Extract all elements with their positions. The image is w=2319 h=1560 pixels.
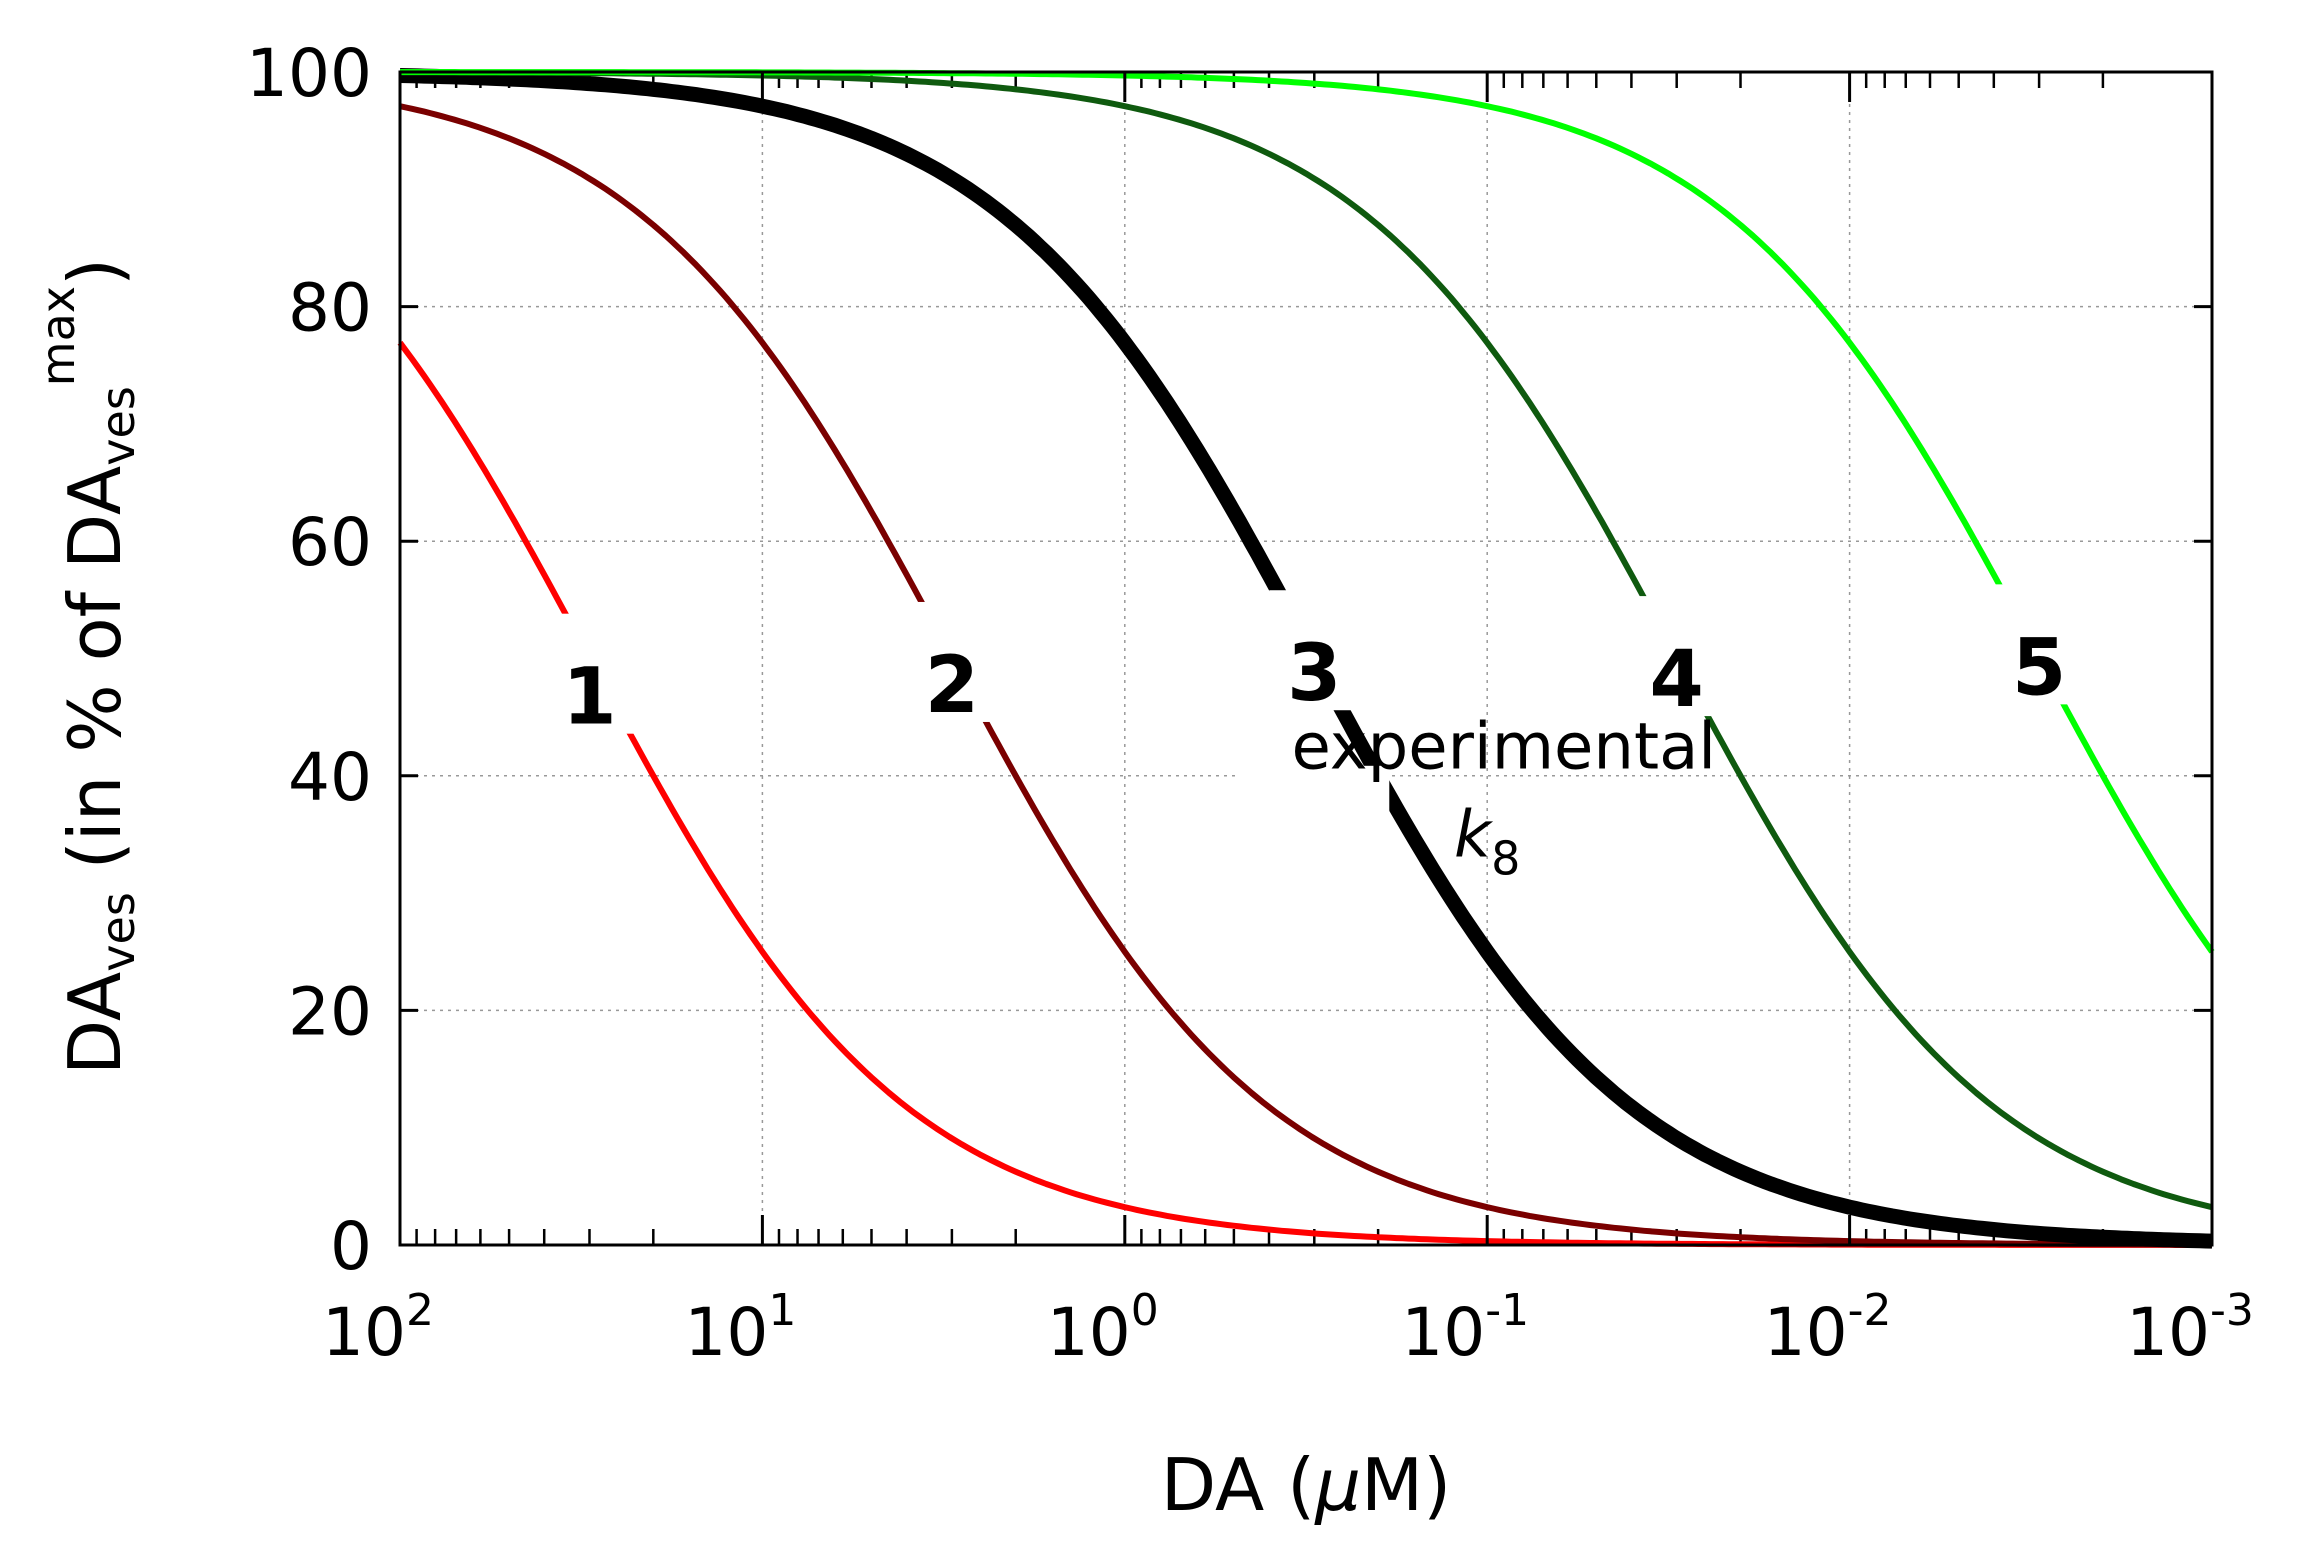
series-label-4: 4 (1650, 635, 1704, 725)
y-tick-label: 100 (246, 35, 372, 112)
y-axis-label: DAves (in % of DAvesmax) (31, 258, 145, 1075)
y-tick-label: 0 (330, 1208, 372, 1285)
x-tick-label: 10-3 (2126, 1285, 2254, 1371)
plot-frame (398, 70, 2214, 1247)
x-tick-label: 10-2 (1764, 1285, 1892, 1371)
annotation-experimental: experimental (1291, 710, 1716, 784)
x-axis-label: DA (μM) (1161, 1443, 1451, 1527)
series-label-knockout (1631, 596, 1722, 717)
x-tick-label: 10-1 (1401, 1285, 1529, 1371)
series-label-2: 2 (925, 641, 979, 731)
series-label-knockout (906, 601, 997, 722)
series-label-knockout (1994, 584, 2085, 705)
curve-labels: 1 2 3 4 5 (544, 584, 2085, 886)
series-label-5: 5 (2012, 623, 2066, 713)
series-line-2 (399, 103, 2212, 1248)
y-tick-label: 40 (288, 739, 372, 816)
x-ticks: 102 101 100 10-1 10-2 10-3 (322, 72, 2254, 1371)
series-label-knockout (1269, 590, 1360, 711)
annotations: experimental k8 (1291, 710, 1716, 885)
series-label-knockout (544, 613, 635, 734)
y-tick-label: 20 (288, 973, 372, 1050)
series-label-1: 1 (562, 653, 616, 743)
x-tick-label: 101 (684, 1285, 796, 1371)
x-tick-label: 102 (322, 1285, 434, 1371)
x-tick-label: 100 (1047, 1285, 1159, 1371)
y-tick-label: 80 (288, 270, 372, 347)
annotation-k8: k8 (1454, 798, 1520, 885)
y-ticks: 0 20 40 60 80 100 (246, 35, 2212, 1285)
y-tick-label: 60 (288, 504, 372, 581)
annotation-knockout (1239, 765, 1390, 886)
series-label-3: 3 (1287, 629, 1341, 719)
